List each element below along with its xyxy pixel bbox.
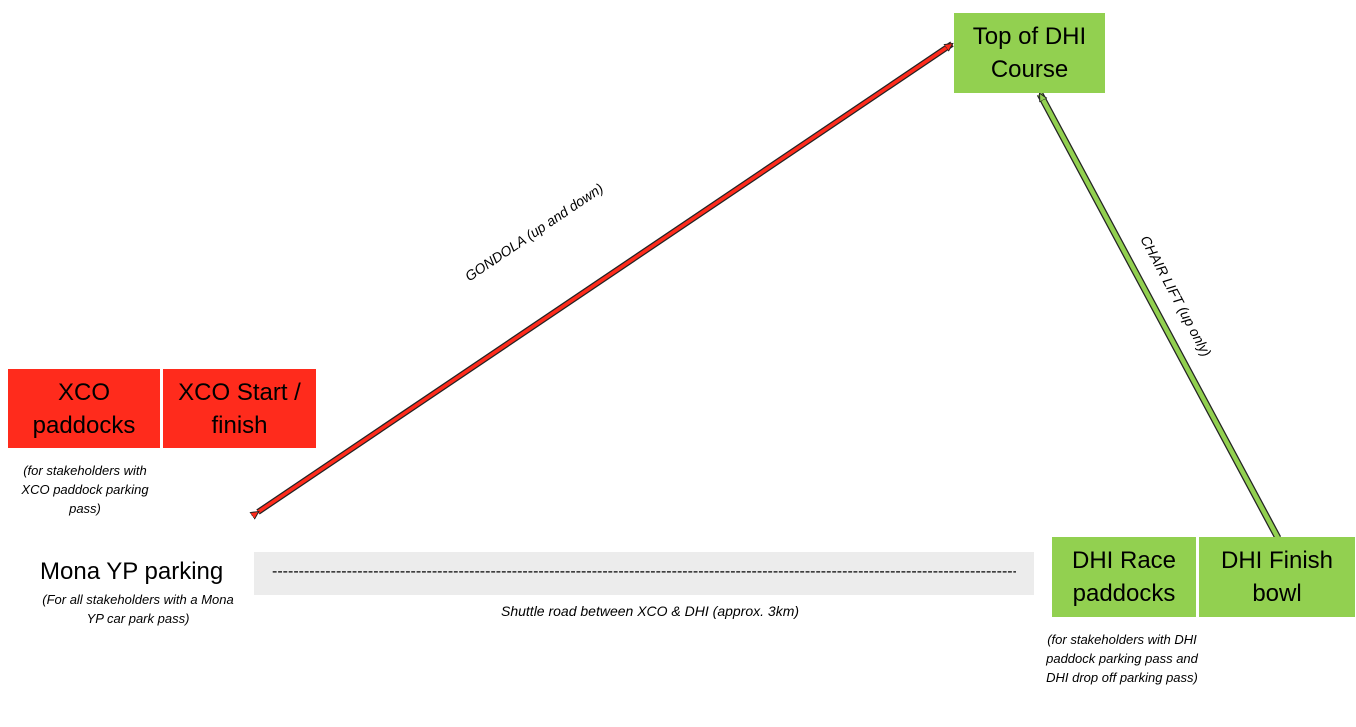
node-mona-yp-parking-label: Mona YP parking [40, 558, 224, 585]
node-dhi-finish-bowl: DHI Finish bowl [1199, 537, 1355, 617]
xco-paddocks-note: (for stakeholders with XCO paddock parki… [21, 463, 149, 516]
node-xco-paddocks: XCO paddocks [8, 369, 160, 448]
chairlift-arrow [1036, 94, 1282, 540]
node-dhi-race-paddocks: DHI Race paddocks [1052, 537, 1196, 617]
node-dhi-finish-bowl-label: DHI Finish bowl [1220, 547, 1334, 607]
node-xco-start-finish: XCO Start / finish [163, 369, 316, 448]
gondola-arrow [258, 41, 952, 512]
node-dhi-race-paddocks-label: DHI Race paddocks [1071, 547, 1177, 607]
node-xco-start-finish-label: XCO Start / finish [178, 378, 301, 439]
dhi-race-paddocks-note: (for stakeholders with DHI paddock parki… [1046, 632, 1198, 685]
node-top-of-dhi-course-label: Top of DHI Course [972, 23, 1087, 83]
node-top-of-dhi-course: Top of DHI Course [954, 13, 1105, 93]
shuttle-road-label: Shuttle road between XCO & DHI (approx. … [501, 603, 800, 619]
node-xco-paddocks-label: XCO paddocks [32, 378, 136, 439]
shuttle-road [254, 552, 1034, 595]
mona-yp-parking-note: (For all stakeholders with a Mona YP car… [42, 592, 234, 626]
shuttle-road-dashes: ----------------------------------------… [272, 563, 1016, 580]
